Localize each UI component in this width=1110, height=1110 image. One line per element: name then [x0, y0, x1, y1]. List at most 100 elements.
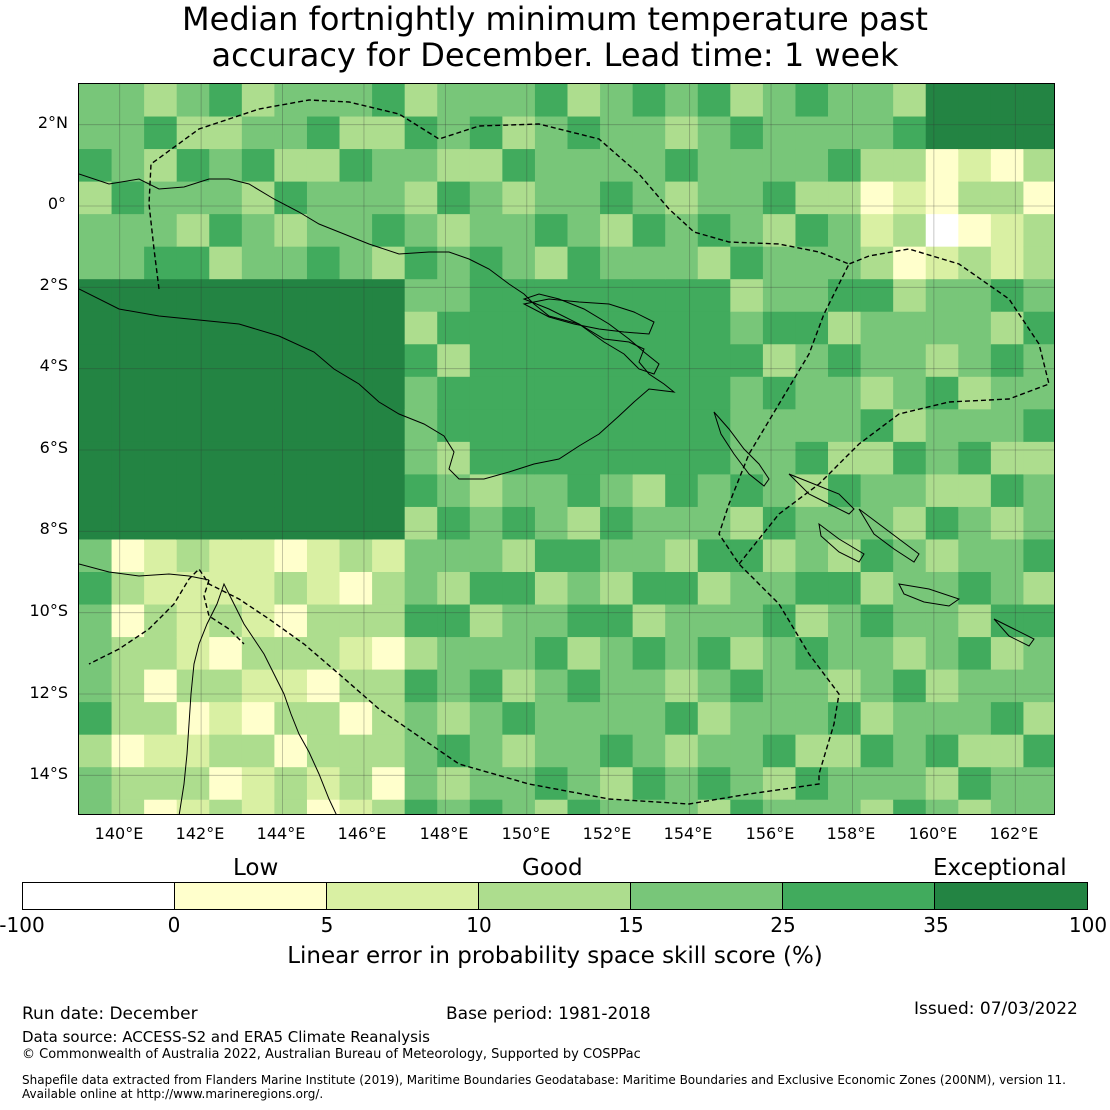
coastline-guadalcanal: [898, 583, 961, 607]
skill-cell: [502, 311, 536, 345]
skill-cell: [144, 149, 178, 183]
skill-cell: [176, 279, 210, 313]
lon-label-160e: 160°E: [908, 824, 958, 843]
skill-cell: [404, 669, 438, 703]
lon-label-162e: 162°E: [989, 824, 1039, 843]
skill-cell: [600, 474, 634, 508]
skill-cell: [567, 376, 601, 410]
skill-cell: [469, 702, 503, 736]
skill-cell: [502, 214, 536, 248]
skill-cell: [567, 506, 601, 541]
skill-cell: [893, 734, 927, 768]
skill-cell: [111, 409, 145, 443]
skill-cell: [306, 344, 341, 378]
colorbar-segment: [479, 883, 631, 909]
skill-cell: [762, 149, 797, 183]
skill-cell: [632, 279, 666, 313]
skill-cell: [502, 539, 536, 573]
skill-cell: [795, 214, 829, 248]
lat-label-14s: 14°S: [29, 764, 68, 783]
skill-cell: [697, 506, 731, 541]
skill-cell: [762, 181, 797, 215]
skill-cell: [567, 84, 601, 118]
skill-cell: [893, 181, 927, 215]
skill-cell: [828, 409, 862, 443]
skill-cell: [437, 181, 471, 215]
skill-cell: [111, 214, 145, 248]
skill-cell: [1023, 116, 1054, 150]
skill-cell: [925, 246, 959, 280]
skill-cell: [144, 637, 178, 671]
skill-cell: [274, 116, 308, 150]
skill-cell: [306, 767, 341, 801]
skill-cell: [502, 84, 536, 118]
skill-cell: [665, 84, 699, 118]
skill-cell: [176, 734, 210, 768]
skill-cell: [372, 474, 406, 508]
skill-cell: [339, 637, 373, 671]
skill-cell: [79, 669, 113, 703]
skill-cell: [567, 344, 601, 378]
skill-cell: [144, 702, 178, 736]
skill-cell: [209, 409, 243, 443]
skill-cell: [209, 669, 243, 703]
skill-cell: [567, 539, 601, 573]
skill-cell: [958, 181, 992, 215]
skill-cell: [79, 506, 113, 541]
skill-cell: [176, 539, 210, 573]
skill-cell: [339, 279, 373, 313]
skill-cell: [665, 734, 699, 768]
skill-cell: [828, 604, 862, 638]
skill-cell: [925, 311, 959, 345]
skill-cell: [209, 246, 243, 280]
coastline-new-britain: [522, 298, 655, 335]
skill-cell: [144, 539, 178, 573]
skill-cell: [632, 409, 666, 443]
skill-cell: [958, 767, 992, 801]
skill-cell: [404, 441, 438, 475]
skill-cell: [79, 604, 113, 638]
skill-cell: [730, 311, 764, 345]
skill-cell: [404, 116, 438, 150]
skill-cell: [1023, 84, 1054, 118]
skill-cell: [632, 474, 666, 508]
skill-cell: [925, 474, 959, 508]
skill-cell: [632, 604, 666, 638]
skill-cell: [860, 376, 894, 410]
skill-cell: [144, 376, 178, 410]
skill-cell: [144, 506, 178, 541]
skill-cell: [990, 311, 1025, 345]
skill-cell: [990, 539, 1025, 573]
skill-cell: [502, 376, 536, 410]
skill-cell: [437, 604, 471, 638]
lon-label-148e: 148°E: [419, 824, 469, 843]
skill-cell: [958, 441, 992, 475]
legend-category-exceptional: Exceptional: [933, 855, 1067, 881]
skill-score-map: [78, 83, 1055, 815]
skill-cell: [111, 246, 145, 280]
skill-cell: [469, 572, 503, 606]
skill-cell: [600, 214, 634, 248]
skill-cell: [79, 149, 113, 183]
skill-cell: [600, 702, 634, 736]
skill-cell: [111, 799, 145, 814]
skill-cell: [925, 734, 959, 768]
skill-cell: [1023, 506, 1054, 541]
skill-cell: [469, 767, 503, 801]
skill-cell: [241, 572, 275, 606]
skill-cell: [372, 734, 406, 768]
skill-cell: [828, 441, 862, 475]
coastline-northern-australia: [79, 563, 210, 581]
lon-label-154e: 154°E: [663, 824, 713, 843]
skill-cell: [176, 84, 210, 118]
skill-cell: [437, 116, 471, 150]
skill-cell: [1023, 376, 1054, 410]
skill-cell: [600, 506, 634, 541]
skill-cell: [632, 376, 666, 410]
skill-cell: [1023, 214, 1054, 248]
skill-cell: [632, 506, 666, 541]
lat-label-0: 0°: [47, 194, 66, 213]
skill-cell: [665, 572, 699, 606]
skill-cell: [632, 246, 666, 280]
skill-cell: [990, 506, 1025, 541]
